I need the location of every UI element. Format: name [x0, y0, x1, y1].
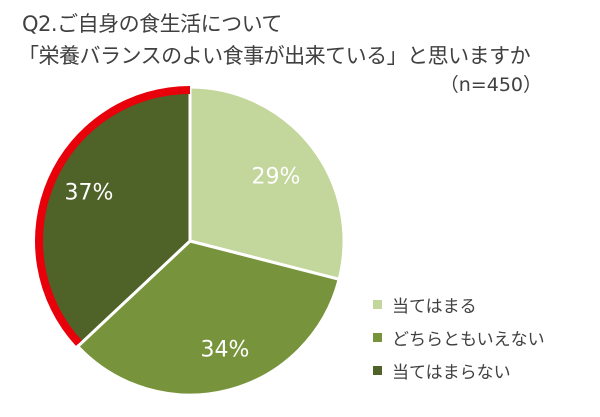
legend-swatch-icon	[373, 366, 382, 375]
legend-label: どちらともいえない	[392, 330, 545, 350]
slice-label-disagree: 37%	[64, 180, 114, 206]
sample-size-label: （n=450）	[439, 74, 542, 96]
chart-title-line-1: Q2.ご自身の食生活について	[22, 12, 282, 36]
legend-swatch-icon	[373, 333, 382, 342]
legend-item-neutral: どちらともいえない	[373, 321, 545, 354]
slice-label-neutral: 34%	[200, 337, 250, 363]
chart-title-line-2: 「栄養バランスのよい食事が出来ている」と思いますか	[18, 44, 531, 68]
pie-slice-neutral	[76, 239, 341, 397]
pie-slice-agree	[188, 85, 346, 281]
legend-item-agree: 当てはまる	[373, 288, 545, 321]
legend-item-disagree: 当てはまらない	[373, 354, 545, 387]
legend-label: 当てはまる	[392, 297, 477, 317]
legend-swatch-icon	[373, 300, 382, 309]
highlight-arc	[35, 86, 191, 346]
chart-legend: 当てはまる どちらともいえない 当てはまらない	[373, 288, 545, 387]
legend-label: 当てはまらない	[392, 363, 511, 383]
slice-label-agree: 29%	[251, 164, 301, 190]
